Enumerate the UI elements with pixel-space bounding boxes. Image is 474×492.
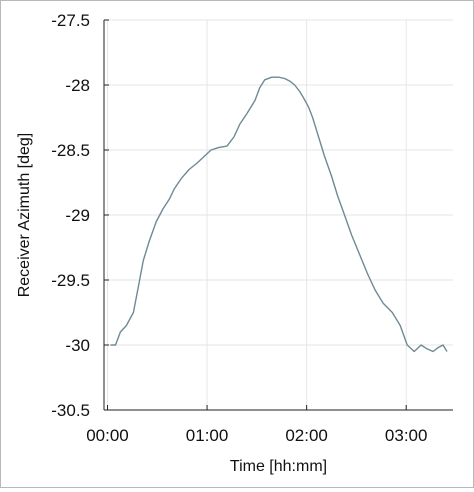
series — [110, 76, 448, 353]
y-tick-label: -29.5 — [51, 271, 90, 290]
x-tick-label: 02:00 — [285, 426, 328, 445]
y-tick-label: -29 — [65, 206, 90, 225]
y-tick-label: -28.5 — [51, 141, 90, 160]
ticks: -27.5 -28 -28.5 -29 -29.5 -30 -30.5 00:00 01:00 0… — [51, 11, 427, 445]
y-tick-label: -30.5 — [51, 401, 90, 420]
x-tick-label: 00:00 — [86, 426, 129, 445]
y-tick-label: -27.5 — [51, 11, 90, 30]
y-axis-label: Receiver Azimuth [deg] — [16, 133, 33, 298]
y-tick-label: -30 — [65, 336, 90, 355]
series-line — [110, 76, 448, 353]
y-tick-label: -28 — [65, 76, 90, 95]
x-axis-label: Time [hh:mm] — [230, 458, 327, 475]
x-tick-label: 03:00 — [385, 426, 428, 445]
grid — [104, 19, 453, 411]
x-tick-label: 01:00 — [186, 426, 229, 445]
